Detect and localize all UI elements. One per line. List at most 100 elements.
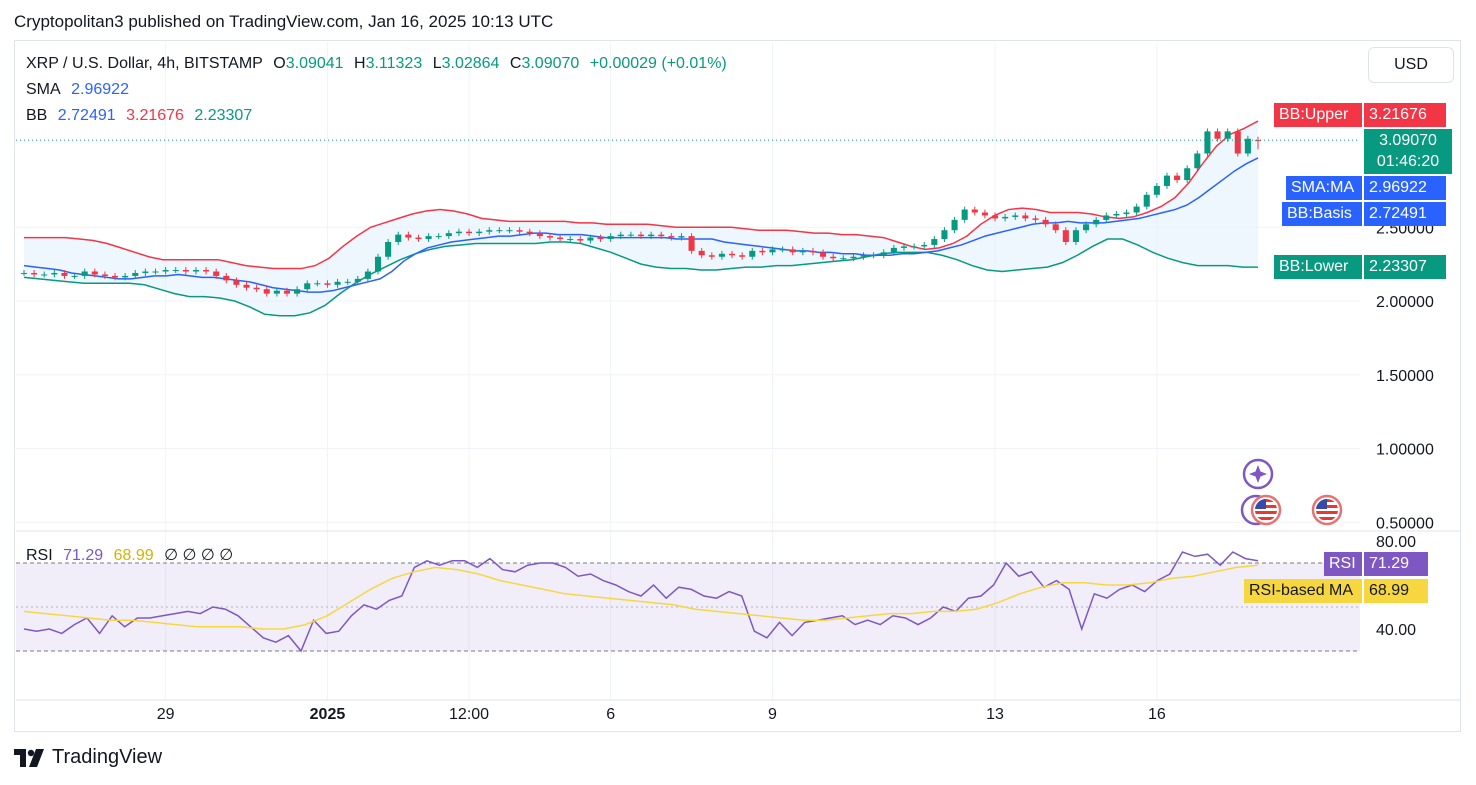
time-tick-label: 6 bbox=[606, 706, 615, 723]
publisher-line: Cryptopolitan3 published on TradingView.… bbox=[14, 12, 554, 31]
candle-body bbox=[1042, 219, 1049, 225]
candle-body bbox=[1052, 224, 1059, 231]
candle-body bbox=[1204, 131, 1211, 154]
candle-body bbox=[759, 250, 766, 253]
legend-rsi-label: RSI bbox=[26, 547, 53, 564]
candle-body bbox=[1214, 131, 1221, 139]
bar-countdown: 01:46:20 bbox=[1376, 153, 1440, 170]
candle-body bbox=[20, 272, 28, 274]
rsi-line bbox=[23, 551, 1259, 653]
candle-body bbox=[61, 272, 68, 276]
candle-body bbox=[1194, 153, 1201, 169]
time-tick-label: 29 bbox=[157, 706, 175, 723]
candle-body bbox=[395, 234, 402, 242]
candle-body bbox=[546, 236, 554, 238]
bb-upper-tag-label: BB:Upper bbox=[1274, 103, 1362, 127]
bb-upper-tag-value: 3.21676 bbox=[1364, 103, 1446, 127]
candle-body bbox=[1234, 131, 1241, 154]
candle-body bbox=[668, 236, 675, 238]
candle-body bbox=[1143, 194, 1150, 207]
footer-brand[interactable]: TradingView bbox=[52, 746, 163, 768]
candle-body bbox=[466, 231, 473, 234]
legend-open-label: O bbox=[273, 55, 286, 72]
candle-body bbox=[203, 270, 210, 272]
candle-body bbox=[1012, 215, 1019, 217]
currency-button[interactable]: USD bbox=[1368, 47, 1454, 83]
sma-tag-value: 2.96922 bbox=[1364, 176, 1446, 200]
legend-sma-label: SMA bbox=[26, 81, 61, 98]
us-flag-event-icon[interactable] bbox=[1310, 493, 1344, 527]
candle-body bbox=[91, 271, 98, 275]
candle-body bbox=[799, 250, 806, 253]
bb-basis-tag-value: 2.72491 bbox=[1364, 202, 1446, 226]
last-price-tag: 3.09070 01:46:20 bbox=[1364, 129, 1452, 174]
candle-body bbox=[1062, 230, 1069, 242]
candle-body bbox=[961, 209, 968, 220]
candle-body bbox=[577, 239, 584, 241]
bb-upper-line bbox=[24, 120, 1259, 270]
candle-body bbox=[890, 247, 897, 253]
candle-body bbox=[900, 246, 908, 248]
candle-body bbox=[708, 255, 715, 257]
legend-rsi[interactable]: RSI 71.29 68.99 ∅ ∅ ∅ ∅ bbox=[26, 545, 239, 565]
legend-bb[interactable]: BB 2.72491 3.21676 2.23307 bbox=[26, 107, 258, 125]
candle-body bbox=[607, 236, 614, 240]
candle-body bbox=[1072, 230, 1079, 242]
time-tick-label: 13 bbox=[986, 706, 1004, 723]
candle-body bbox=[263, 289, 270, 294]
candle-body bbox=[860, 255, 867, 257]
bb-band-fill bbox=[24, 121, 1258, 316]
price-tick-label: 0.50000 bbox=[1376, 515, 1434, 532]
candle-body bbox=[739, 255, 746, 257]
candle-body bbox=[728, 253, 736, 256]
candle-body bbox=[769, 249, 776, 253]
legend-bb-upper: 3.21676 bbox=[126, 107, 184, 124]
candle-body bbox=[71, 275, 78, 277]
legend-rsi-extra: ∅ ∅ ∅ ∅ bbox=[164, 547, 234, 564]
legend-close-label: C bbox=[509, 55, 522, 72]
candle-body bbox=[1123, 212, 1130, 214]
bb-lower-line bbox=[23, 238, 1258, 317]
legend-symbol[interactable]: XRP / U.S. Dollar, 4h, BITSTAMP bbox=[26, 55, 263, 72]
rsi-ma-tag-label: RSI-based MA bbox=[1244, 579, 1362, 603]
us-economic-event-icon[interactable] bbox=[1239, 493, 1285, 527]
candle-body bbox=[111, 275, 119, 278]
candle-body bbox=[455, 231, 462, 234]
candle-body bbox=[820, 252, 827, 257]
sparkle-event-icon[interactable] bbox=[1241, 457, 1275, 491]
rsi-tag-label: RSI bbox=[1324, 552, 1362, 576]
candle-body bbox=[597, 237, 604, 240]
candle-body bbox=[1083, 224, 1090, 231]
candle-body bbox=[1184, 168, 1191, 181]
candle-body bbox=[557, 237, 564, 240]
candle-body bbox=[496, 230, 503, 232]
candle-body bbox=[1224, 131, 1231, 139]
legend-change: +0.00029 (+0.01%) bbox=[589, 55, 727, 72]
candle-body bbox=[304, 283, 311, 290]
legend-high-label: H bbox=[354, 55, 366, 72]
candle-body bbox=[425, 236, 432, 240]
candle-body bbox=[223, 275, 230, 281]
candle-body bbox=[718, 253, 725, 257]
candle-body bbox=[51, 272, 58, 275]
chart-frame bbox=[14, 40, 1461, 732]
price-tick-label: 1.00000 bbox=[1376, 442, 1434, 459]
candle-body bbox=[476, 231, 483, 234]
candle-body bbox=[617, 234, 624, 237]
candle-body bbox=[911, 246, 918, 248]
legend-sma[interactable]: SMA 2.96922 bbox=[26, 81, 135, 99]
candle-body bbox=[405, 234, 412, 238]
legend-close: 3.09070 bbox=[521, 55, 580, 72]
candle-body bbox=[1113, 213, 1120, 216]
footer: TradingView bbox=[14, 746, 162, 769]
candle-body bbox=[1002, 216, 1009, 219]
candle-body bbox=[273, 290, 280, 294]
sma-tag-label: SMA:MA bbox=[1286, 176, 1362, 200]
candle-body bbox=[142, 271, 149, 273]
time-tick-label: 12:00 bbox=[449, 706, 489, 723]
tradingview-logo-icon[interactable] bbox=[14, 748, 44, 767]
candle-body bbox=[122, 275, 129, 278]
candle-body bbox=[688, 236, 695, 251]
price-tick-label: 2.00000 bbox=[1376, 294, 1434, 311]
